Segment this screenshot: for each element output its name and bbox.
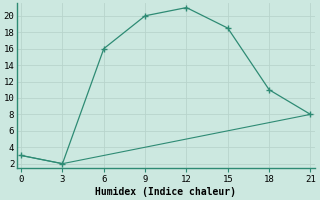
X-axis label: Humidex (Indice chaleur): Humidex (Indice chaleur) [95, 186, 236, 197]
